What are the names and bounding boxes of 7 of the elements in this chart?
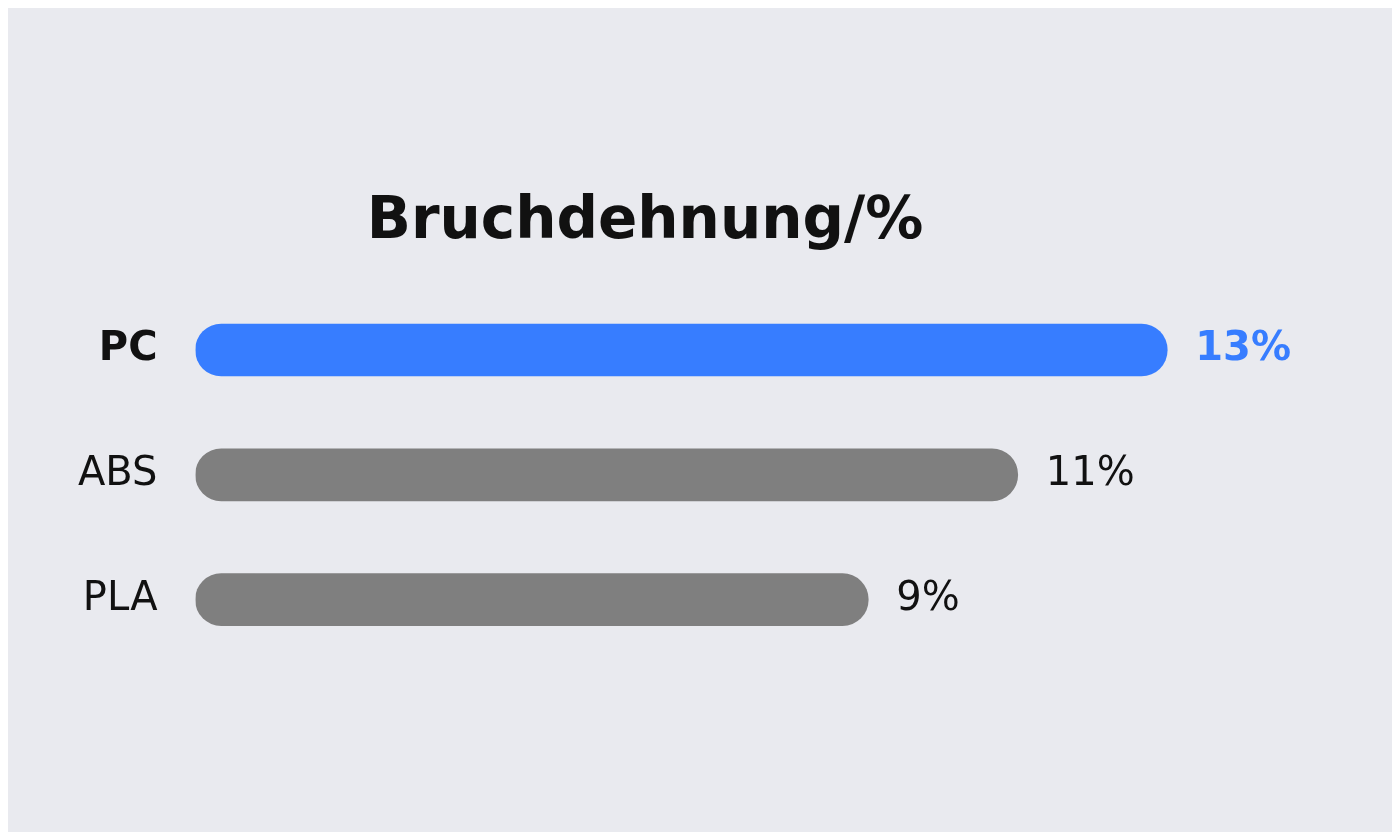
y-tick-label: ABS [77,448,158,495]
data-label: 11% [1045,448,1135,495]
data-label: 9% [896,572,960,619]
y-tick-label: PC [98,323,158,370]
data-label: 13% [1195,323,1291,370]
y-tick-label: PLA [82,572,159,619]
chart-title: Bruchdehnung/% [366,183,924,252]
